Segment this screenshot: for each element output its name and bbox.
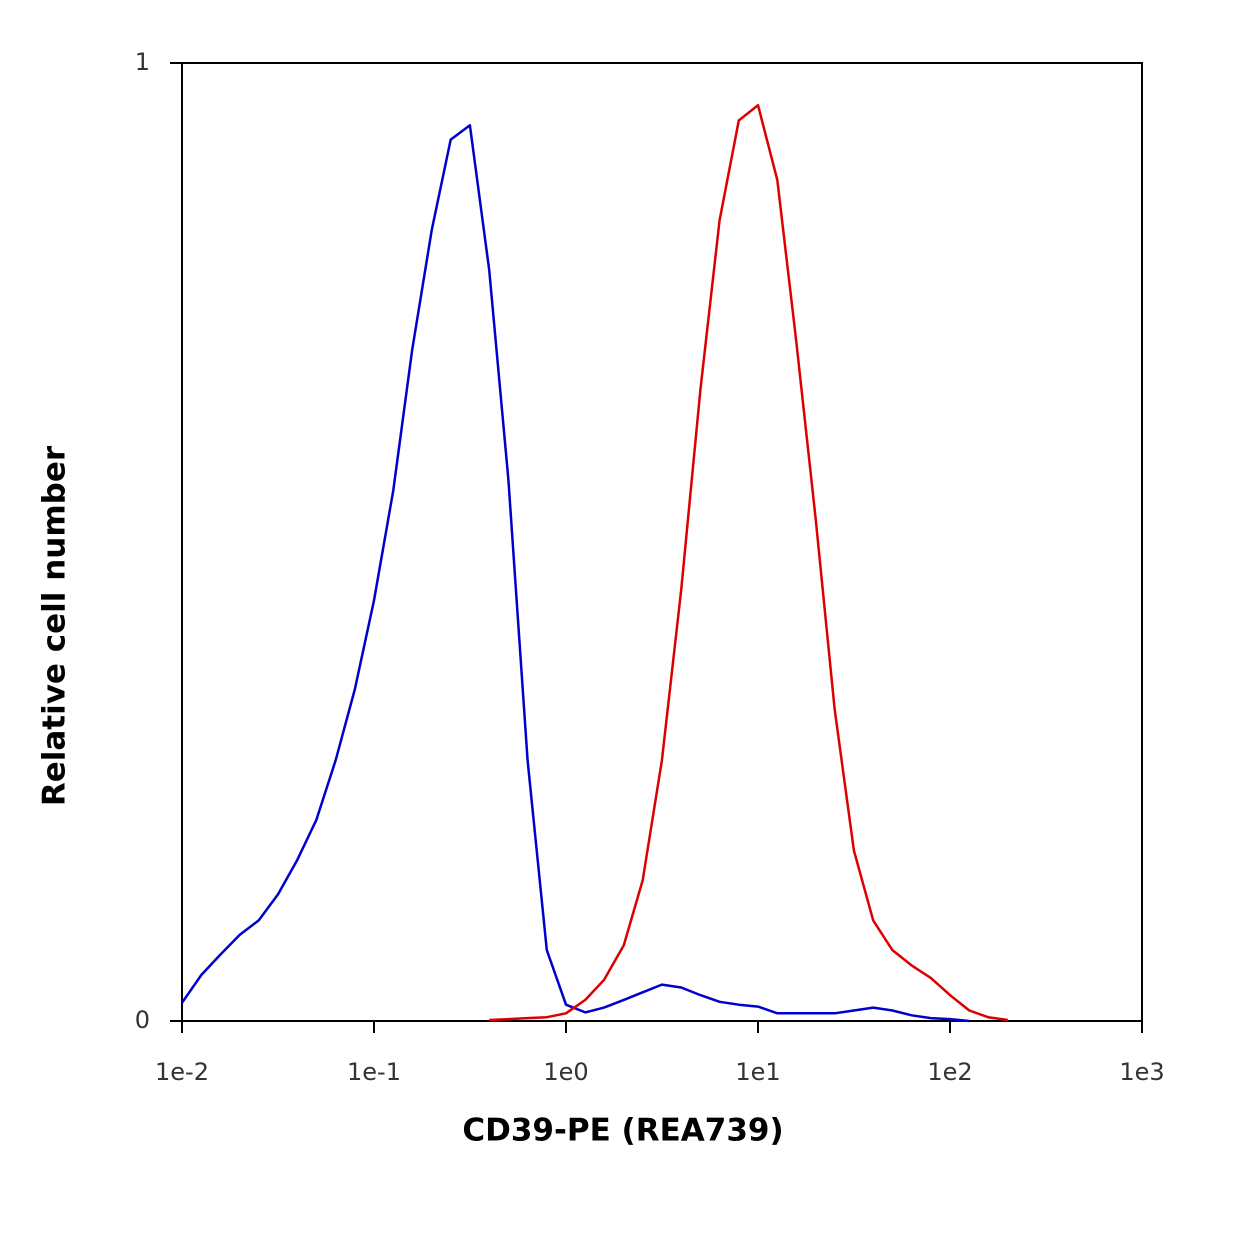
plot-frame <box>181 62 1143 1022</box>
x-axis-title: CD39-PE (REA739) <box>462 1113 783 1149</box>
y-tick-label: 1 <box>135 48 150 76</box>
histogram-line <box>180 124 970 1023</box>
x-tick-label: 1e-2 <box>155 1058 209 1086</box>
x-tick-label: 1e3 <box>1119 1058 1164 1086</box>
x-tick-label: 1e2 <box>927 1058 972 1086</box>
y-tick-label: 0 <box>135 1006 150 1034</box>
x-tick-label: 1e-1 <box>347 1058 401 1086</box>
x-tick-label: 1e1 <box>735 1058 780 1086</box>
x-tick-label: 1e0 <box>543 1058 588 1086</box>
y-axis-title: Relative cell number <box>37 445 73 806</box>
histogram-line <box>489 103 1008 1022</box>
